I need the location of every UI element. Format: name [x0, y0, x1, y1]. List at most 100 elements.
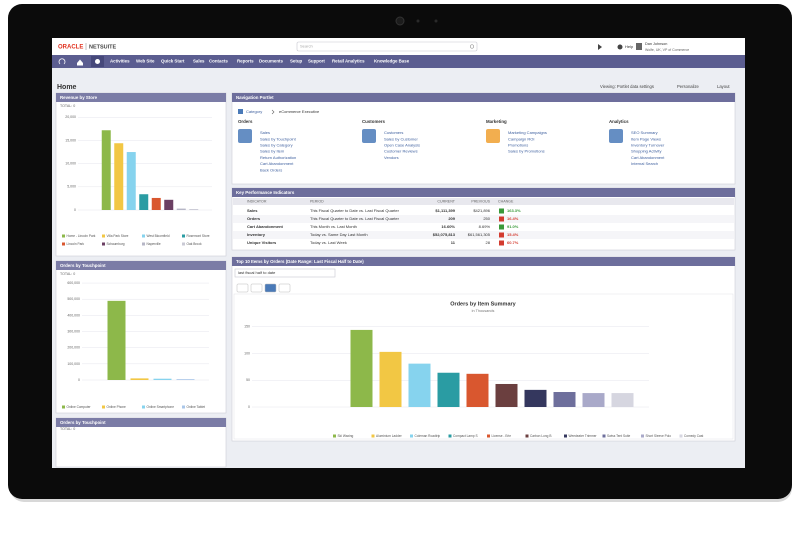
- nav-item[interactable]: Web Site: [136, 59, 155, 64]
- chart-type-button[interactable]: [250, 283, 263, 293]
- kpi-cell: 8.69%: [479, 224, 491, 229]
- nav-link[interactable]: Internal Search: [631, 161, 658, 166]
- bar: [176, 208, 186, 210]
- nav-link[interactable]: Shopping Activity: [631, 149, 661, 154]
- legend-swatch: [142, 242, 145, 246]
- bar: [126, 152, 136, 210]
- viewing-setting[interactable]: Viewing: Portlet data settings: [600, 84, 654, 89]
- portlet-header: [56, 93, 226, 102]
- nav-link[interactable]: Inventory Turnover: [631, 142, 665, 147]
- nav-link[interactable]: Sales: [260, 130, 270, 135]
- bar: [524, 389, 547, 407]
- nav-link[interactable]: SEO Summary: [631, 130, 658, 135]
- nav-link[interactable]: Return Authorization: [260, 155, 296, 160]
- logo-netsuite: NETSUITE: [89, 44, 117, 50]
- legend-label: License - Erie: [492, 434, 512, 438]
- group-icon: [609, 129, 623, 143]
- nav-link[interactable]: Sales by Touchpoint: [260, 136, 297, 141]
- nav-item[interactable]: Support: [308, 59, 325, 64]
- y-tick-label: 20,000: [65, 115, 76, 119]
- nav-link[interactable]: Sales by Customer: [384, 136, 418, 141]
- legend-label: Coleman Roadtrip: [415, 434, 441, 438]
- search-icon[interactable]: [469, 44, 475, 49]
- nav-item[interactable]: Quick Start: [161, 59, 185, 64]
- chart-type-button[interactable]: [278, 283, 291, 293]
- chart-type-button[interactable]: [236, 283, 249, 293]
- nav-item[interactable]: Retail Analytics: [332, 59, 365, 64]
- nav-item[interactable]: Activities: [110, 59, 130, 64]
- nav-link[interactable]: Promotions: [508, 142, 528, 147]
- star-icon[interactable]: [95, 59, 100, 64]
- nav-link[interactable]: Customer Reviews: [384, 149, 418, 154]
- portlet: [231, 92, 736, 185]
- help-icon[interactable]: [617, 44, 623, 50]
- sensor: [416, 19, 420, 23]
- y-tick-label: 5,000: [67, 185, 76, 189]
- kpi-trend-badge: [499, 216, 504, 222]
- nav-link[interactable]: Sales by Item: [260, 149, 285, 154]
- kpi-cell: 15.4%: [507, 232, 519, 237]
- bar: [130, 378, 149, 380]
- kpi-cell: 11: [451, 240, 456, 245]
- y-tick-label: 600,000: [67, 281, 80, 285]
- search-box[interactable]: [296, 41, 478, 52]
- legend-swatch: [410, 434, 413, 438]
- legend-swatch: [142, 405, 145, 409]
- filter-dropdown[interactable]: [234, 268, 336, 278]
- bar: [437, 372, 460, 407]
- help-link[interactable]: Help: [625, 44, 634, 49]
- layout-link[interactable]: Layout: [717, 84, 730, 89]
- legend-label: West Bloomfield: [147, 234, 170, 238]
- nav-item[interactable]: Documents: [259, 59, 283, 64]
- bar: [153, 378, 172, 380]
- y-tick-label: 0: [74, 208, 76, 212]
- kpi-row-stripe: [233, 231, 734, 239]
- back-icon[interactable]: [58, 58, 66, 65]
- kpi-cell: Inventory: [247, 232, 266, 237]
- nav-link[interactable]: Customers: [384, 130, 403, 135]
- portlet: [55, 92, 227, 257]
- bar: [101, 130, 111, 210]
- nav-link[interactable]: Item Page Views: [631, 136, 661, 141]
- kpi-cell: Cart Abandonment: [247, 224, 284, 229]
- nav-link[interactable]: Open Case Analysis: [384, 142, 420, 147]
- legend-swatch: [679, 434, 683, 438]
- user-icon[interactable]: [636, 43, 642, 50]
- nav-link[interactable]: Marketing Campaigns: [508, 130, 547, 135]
- y-tick-label: 200,000: [67, 346, 80, 350]
- filter-value[interactable]: last fiscal half to date: [238, 270, 276, 275]
- chart-title: Orders by Item Summary: [450, 301, 516, 307]
- nav-link[interactable]: Cart Abandonment: [631, 155, 665, 160]
- nav-link[interactable]: Sales by Promotions: [508, 149, 545, 154]
- portlet-header: [232, 93, 735, 102]
- portlet-title: Key Performance Indicators: [236, 190, 295, 195]
- nav-link[interactable]: Back Orders: [260, 167, 282, 172]
- portlet-title: Top 10 Items by Orders (Date Range: Last…: [236, 259, 364, 264]
- nav-item[interactable]: Sales: [193, 59, 205, 64]
- nav-link[interactable]: Sales by Category: [260, 142, 293, 147]
- nav-item[interactable]: Knowledge Base: [374, 59, 410, 64]
- kpi-cell: Sales: [247, 208, 258, 213]
- nav-link[interactable]: Campaign ROI: [508, 136, 534, 141]
- home-icon[interactable]: [77, 59, 83, 66]
- group-heading: Customers: [362, 119, 385, 124]
- kpi-cell: 16.60%: [441, 224, 455, 229]
- chart-type-button[interactable]: [264, 283, 277, 293]
- share-icon[interactable]: [598, 44, 602, 50]
- nav-link[interactable]: Cart Abandonment: [260, 161, 294, 166]
- kpi-column: PERIOD: [310, 199, 324, 203]
- nav-item[interactable]: Reports: [237, 59, 254, 64]
- nav-item[interactable]: Contacts: [209, 59, 228, 64]
- kpi-column-header: [233, 198, 734, 205]
- nav-item[interactable]: Setup: [290, 59, 303, 64]
- bar: [114, 143, 124, 210]
- personalize-link[interactable]: Personalize: [677, 84, 700, 89]
- legend-swatch: [182, 242, 185, 246]
- legend-swatch: [62, 234, 65, 238]
- y-tick-label: 300,000: [67, 329, 80, 333]
- bar: [176, 379, 195, 380]
- legend-swatch: [182, 405, 185, 409]
- category-icon: [238, 109, 243, 114]
- nav-link[interactable]: Vendors: [384, 155, 399, 160]
